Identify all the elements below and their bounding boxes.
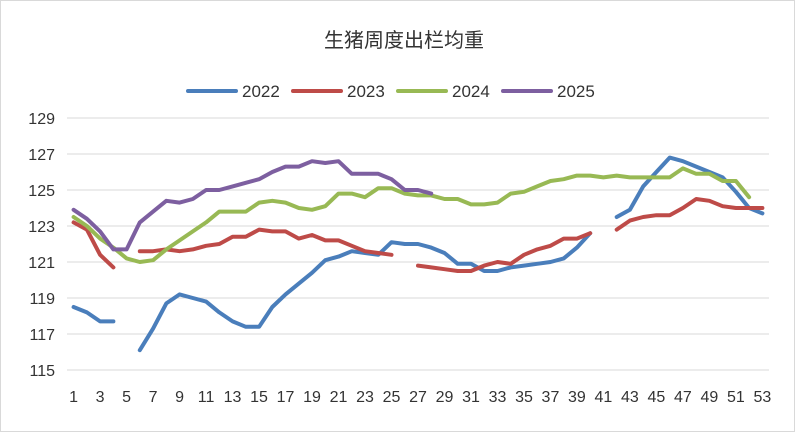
y-tick-label: 119 bbox=[29, 291, 55, 308]
x-tick-label: 53 bbox=[753, 389, 771, 406]
x-tick-label: 7 bbox=[149, 389, 158, 406]
x-tick-label: 21 bbox=[330, 389, 348, 406]
x-tick-label: 45 bbox=[648, 389, 666, 406]
x-tick-label: 23 bbox=[356, 389, 374, 406]
series-line-2025 bbox=[71, 159, 434, 252]
legend-label: 2023 bbox=[347, 82, 385, 101]
legend-label: 2022 bbox=[242, 82, 280, 101]
x-tick-label: 19 bbox=[303, 389, 321, 406]
y-axis: 115 117 119 121 123 125 127 129 bbox=[28, 111, 55, 380]
y-tick-label: 123 bbox=[28, 219, 55, 236]
series-line-2023 bbox=[71, 220, 116, 270]
legend-item-2025: 2025 bbox=[501, 82, 595, 101]
x-tick-label: 35 bbox=[515, 389, 533, 406]
x-tick-label: 25 bbox=[383, 389, 401, 406]
x-tick-label: 9 bbox=[175, 389, 184, 406]
series-line-2023 bbox=[614, 197, 765, 232]
x-tick-label: 47 bbox=[674, 389, 692, 406]
legend-label: 2024 bbox=[452, 82, 490, 101]
x-tick-label: 1 bbox=[69, 389, 78, 406]
series-line-2023 bbox=[137, 227, 394, 257]
series-line-2022 bbox=[614, 155, 765, 219]
x-tick-label: 15 bbox=[250, 389, 268, 406]
x-tick-label: 43 bbox=[621, 389, 639, 406]
y-tick-label: 121 bbox=[28, 255, 55, 272]
legend-item-2023: 2023 bbox=[291, 82, 385, 101]
y-tick-label: 117 bbox=[29, 327, 55, 344]
x-tick-label: 27 bbox=[409, 389, 427, 406]
x-tick-label: 11 bbox=[198, 389, 215, 406]
x-tick-label: 31 bbox=[462, 389, 480, 406]
x-tick-label: 33 bbox=[489, 389, 507, 406]
series-2023 bbox=[71, 197, 765, 273]
x-tick-label: 37 bbox=[542, 389, 560, 406]
series-2025 bbox=[71, 159, 434, 252]
series-2022 bbox=[71, 155, 765, 353]
series-line-2022 bbox=[71, 305, 116, 324]
x-tick-label: 51 bbox=[727, 389, 745, 406]
x-tick-label: 13 bbox=[224, 389, 242, 406]
x-axis: 1 3 5 7 9 11 13 15 17 19 21 23 25 27 29 31 33 35 37 39 41 43 4… bbox=[69, 389, 771, 406]
series-line-2023 bbox=[416, 231, 593, 273]
legend-item-2024: 2024 bbox=[396, 82, 490, 101]
x-tick-label: 41 bbox=[595, 389, 613, 406]
y-tick-label: 115 bbox=[29, 363, 55, 380]
x-tick-label: 5 bbox=[122, 389, 131, 406]
legend: 2022 2023 2024 2025 bbox=[186, 82, 595, 101]
legend-label: 2025 bbox=[557, 82, 595, 101]
y-tick-label: 129 bbox=[28, 111, 55, 128]
series-lines bbox=[71, 155, 765, 353]
x-tick-label: 3 bbox=[96, 389, 105, 406]
y-tick-label: 127 bbox=[28, 147, 55, 164]
series-2024 bbox=[71, 166, 752, 264]
x-tick-label: 39 bbox=[568, 389, 586, 406]
legend-item-2022: 2022 bbox=[186, 82, 280, 101]
x-tick-label: 17 bbox=[277, 389, 295, 406]
series-line-2024 bbox=[71, 166, 752, 264]
x-tick-label: 29 bbox=[436, 389, 454, 406]
y-tick-label: 125 bbox=[28, 183, 55, 200]
chart-title: 生猪周度出栏均重 bbox=[324, 28, 484, 52]
x-tick-label: 49 bbox=[700, 389, 718, 406]
